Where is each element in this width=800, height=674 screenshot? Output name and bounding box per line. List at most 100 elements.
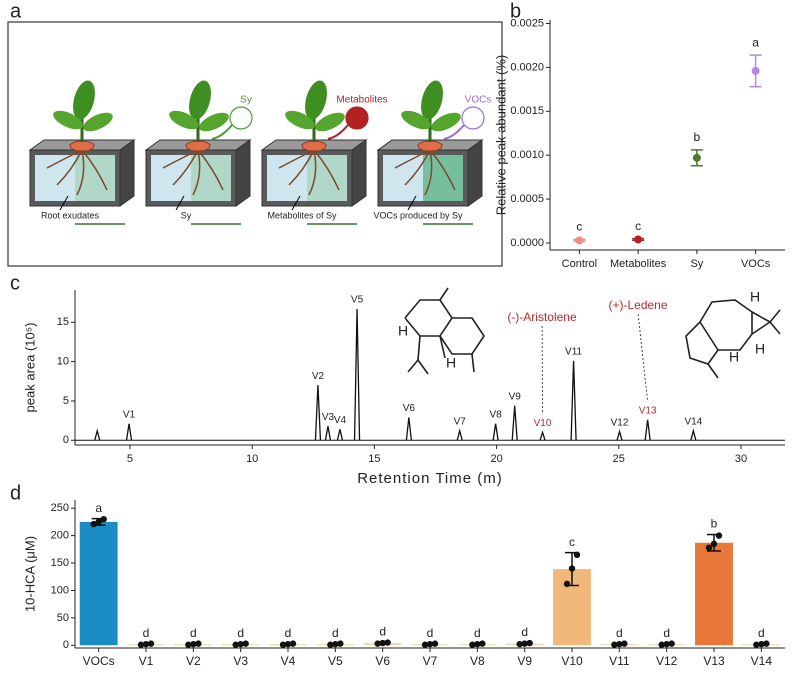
tank-side [467,139,483,207]
leaf [53,110,83,130]
roots [278,149,340,196]
tank-half [307,155,347,201]
significance-letter: c [569,535,575,549]
panel-label: a [10,0,22,22]
caption-arrow [59,195,69,211]
peak-label: V1 [123,409,136,420]
atom-label: H [398,323,408,339]
x-tick-label: V5 [328,654,343,668]
replicate-point [142,640,150,648]
replicate-point [621,640,628,647]
peak [94,428,101,441]
replicate-point [763,640,770,647]
panel-label: c [10,272,20,294]
replicate-point [185,641,192,648]
replicate-point [568,565,576,572]
x-tick-label: V1 [139,654,154,668]
pot [417,140,443,152]
peak-label: V2 [312,371,325,382]
peak-label: V11 [565,346,582,357]
peak-label: V13 [639,405,657,416]
leaf [305,80,327,120]
bar [695,542,733,646]
pot [301,140,327,152]
replicate-point [90,520,97,528]
dot [692,153,701,162]
peak [125,423,133,441]
significance-letter: d [143,626,150,640]
replicate-point [327,641,334,648]
significance-letter: d [616,626,623,640]
x-tick-label: V12 [656,654,678,668]
leaf [401,110,431,130]
replicate-point [384,639,391,646]
significance-letter: d [474,626,481,640]
caption: VOCs produced by Sy [373,210,463,220]
significance-letter: b [711,517,718,531]
peak [511,405,518,441]
x-tick-label: V13 [703,654,725,668]
leaf [169,110,199,130]
peak [456,428,463,441]
peak [405,417,413,441]
leaf [189,80,211,120]
peak-label: V10 [534,418,552,429]
x-tick-label: V11 [609,654,630,668]
leaf [315,112,345,132]
peak [353,308,361,441]
peak [314,385,322,441]
replicate-point [242,640,249,647]
compound-name: (+)-Ledene [608,298,667,312]
significance-letter: d [190,626,197,640]
y-tick-label: 150 [51,557,69,569]
replicate-point [426,640,434,648]
x-axis-label: Retention Time (m) [357,470,503,487]
y-tick-label: 0.0010 [510,149,544,161]
x-tick-label: 10 [246,453,258,465]
y-tick-label: 0.0025 [510,17,544,29]
significance-letter: d [332,626,339,640]
y-tick-label: 5 [63,395,69,407]
replicate-point [758,640,765,648]
x-tick-label: V8 [470,654,485,668]
pointer [637,314,649,402]
callout-label: Metabolites [336,95,387,106]
compound-name: (-)-Aristolene [507,310,577,324]
replicate-point [379,639,386,647]
caption: Root exudates [41,210,100,220]
tank-half [423,155,463,201]
callout-label: VOCs [465,95,492,106]
significance-letter: d [427,626,434,640]
roots [394,149,456,196]
replicate-point [663,640,670,648]
replicate-point [474,640,481,648]
x-tick-label: 30 [735,453,747,465]
replicate-point [516,640,523,648]
x-tick-label: V4 [281,654,296,668]
y-axis-label: Relative peak abundant (%) [493,55,508,215]
significance-letter: c [635,219,641,233]
replicate-point [469,641,476,648]
roots [46,149,108,196]
y-tick-label: 250 [51,502,69,514]
panel-label: d [10,482,21,504]
replicate-point [279,641,287,648]
peak-label: V14 [684,416,702,427]
replicate-point [421,641,429,648]
x-tick-label: VOCs [741,258,771,270]
x-tick-label: 25 [613,453,625,465]
replicate-point [332,640,339,648]
significance-letter: d [379,625,386,639]
peak [539,430,546,441]
atom-label: H [755,341,765,357]
replicate-point [137,641,145,648]
x-tick-label: V10 [561,654,583,668]
replicate-point [563,580,571,588]
x-tick-label: V3 [233,654,248,668]
tank-half [75,155,115,201]
dot [575,236,584,245]
tank-side [351,139,367,207]
replicate-point [289,640,297,647]
replicate-point [147,640,155,647]
pot [185,140,211,152]
